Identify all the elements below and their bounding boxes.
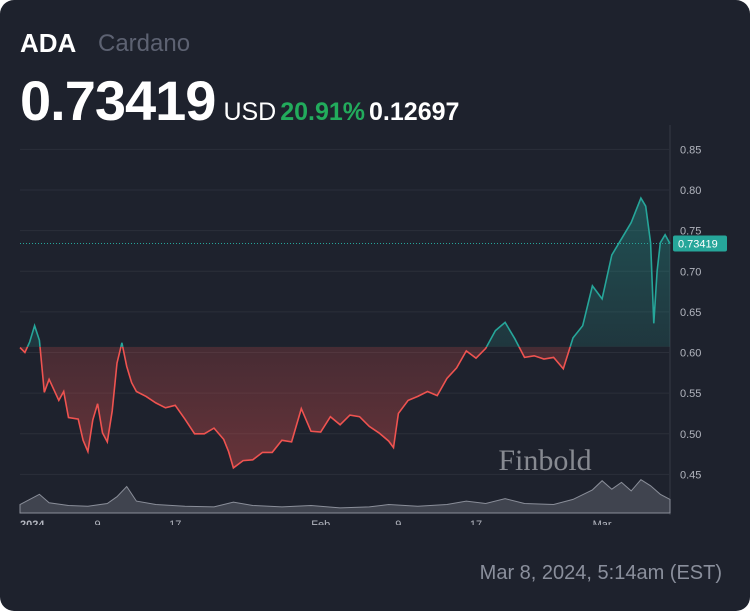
volume-series	[19, 479, 671, 514]
y-tick-label: 0.75	[680, 226, 701, 238]
price-row: 0.73419 USD 20.91% 0.12697	[20, 68, 460, 132]
y-tick-label: 0.55	[680, 388, 701, 400]
x-tick-label: 17	[169, 519, 181, 525]
change-percent: 20.91%	[280, 98, 366, 126]
currency-label: USD	[223, 98, 277, 126]
last-price-badge-bg	[673, 235, 727, 252]
y-axis: 0.45 0.50 0.55 0.60 0.65 0.70 0.75 0.80 0.85	[680, 144, 701, 481]
x-tick-label: 9	[395, 519, 401, 525]
last-price-label: 0.73419	[678, 238, 718, 250]
price-line-down	[19, 346, 572, 470]
y-tick-label: 0.45	[680, 469, 701, 481]
change-absolute: 0.12697	[369, 98, 460, 126]
x-tick-label: 9	[95, 519, 101, 525]
volume-area	[19, 479, 671, 514]
area-fill-below	[20, 346, 670, 468]
x-tick-label: Feb	[311, 519, 330, 525]
y-tick-label: 0.85	[680, 144, 701, 156]
current-price: 0.73419	[20, 69, 216, 132]
x-tick-label: Mar	[593, 519, 612, 525]
asset-name: Cardano	[98, 30, 191, 57]
area-fill-above	[27, 198, 670, 347]
y-tick-label: 0.60	[680, 348, 701, 360]
ticker-symbol: ADA	[20, 28, 77, 58]
x-tick-label: 2024	[20, 519, 45, 525]
timestamp: Mar 8, 2024, 5:14am (EST)	[479, 562, 722, 584]
x-axis: 2024 9 17 Feb 9 17 Mar	[20, 519, 612, 525]
y-tick-label: 0.50	[680, 429, 701, 441]
y-tick-label: 0.80	[680, 185, 701, 197]
y-tick-label: 0.65	[680, 307, 701, 319]
finbold-watermark: Finbold	[498, 444, 591, 477]
price-line-up	[26, 196, 671, 347]
y-tick-label: 0.70	[680, 266, 701, 278]
x-tick-label: 17	[470, 519, 482, 525]
price-series	[19, 196, 671, 470]
price-chart: 0.45 0.50 0.55 0.60 0.65 0.70 0.75 0.80 0.85 202…	[19, 125, 727, 525]
last-price-badge: 0.73419	[673, 235, 727, 252]
